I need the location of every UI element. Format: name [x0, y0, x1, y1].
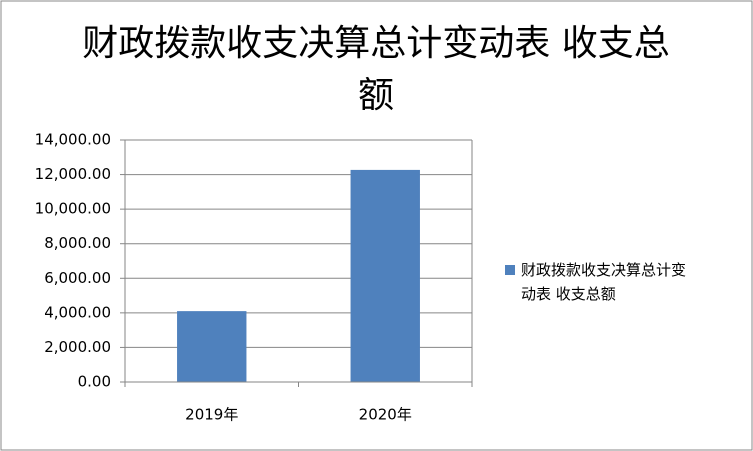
y-tick-label: 6,000.00 [44, 269, 111, 287]
y-tick-label: 4,000.00 [44, 303, 111, 321]
bar [177, 311, 247, 382]
legend: 财政拨款收支决算总计变动表 收支总额 [505, 258, 695, 306]
y-tick-label: 2,000.00 [44, 338, 111, 356]
y-tick-label: 0.00 [78, 373, 111, 391]
x-tick-label: 2020年 [359, 406, 412, 424]
y-tick-label: 10,000.00 [35, 200, 111, 218]
chart-title: 财政拨款收支决算总计变动表 收支总额 [82, 23, 670, 116]
legend-swatch [505, 265, 515, 275]
x-tick-label: 2019年 [185, 406, 238, 424]
legend-label: 财政拨款收支决算总计变动表 收支总额 [521, 261, 687, 303]
bar [350, 169, 420, 382]
y-tick-label: 14,000.00 [35, 131, 111, 149]
y-tick-label: 12,000.00 [35, 165, 111, 183]
y-tick-label: 8,000.00 [44, 234, 111, 252]
